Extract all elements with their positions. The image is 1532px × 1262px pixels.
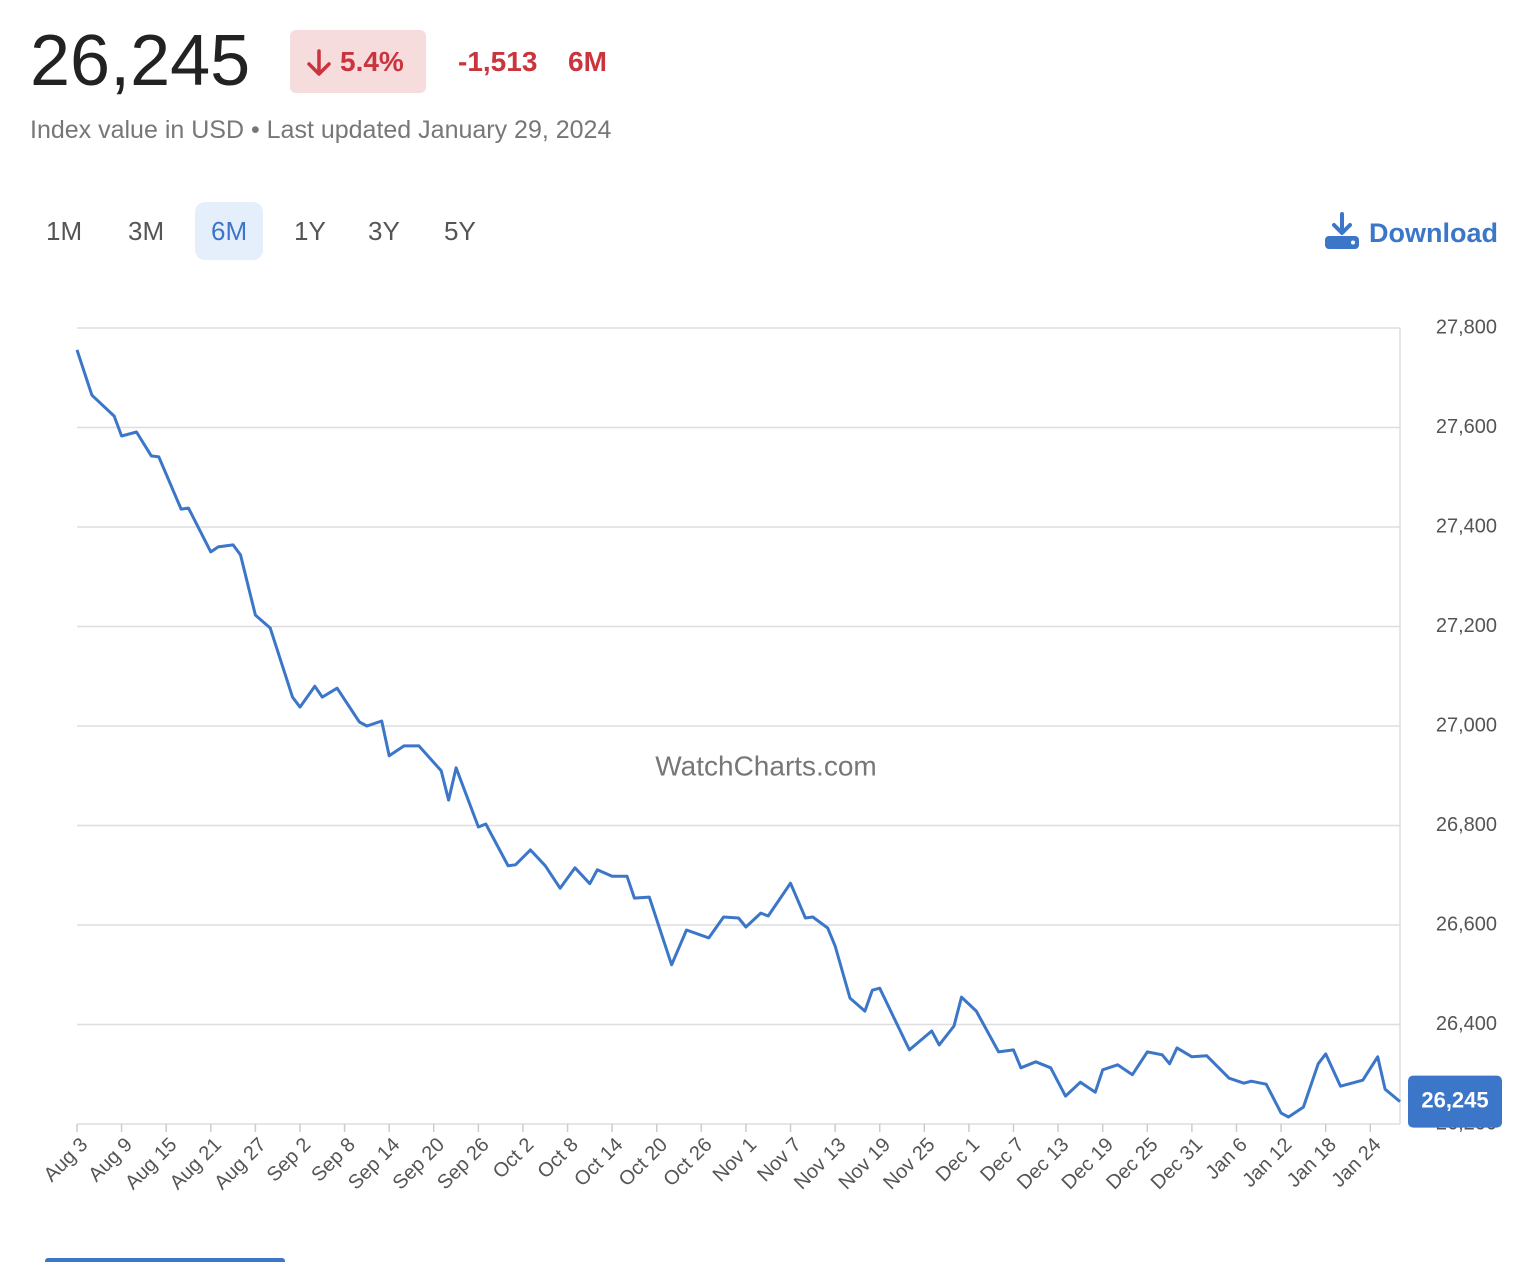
- y-tick-label: 27,600: [1436, 416, 1497, 438]
- last-value-tag: [1408, 1075, 1502, 1128]
- y-tick-label: 27,800: [1436, 316, 1497, 338]
- download-icon: [1325, 212, 1359, 249]
- y-tick-label: 27,400: [1436, 515, 1497, 537]
- range-button[interactable]: 1Y: [294, 216, 326, 246]
- y-tick-label: 26,800: [1436, 814, 1497, 836]
- change-amount: -1,513: [458, 46, 538, 77]
- x-tick-label: Sep 2: [263, 1134, 316, 1187]
- range-button[interactable]: 5Y: [444, 216, 476, 246]
- download-label[interactable]: Download: [1369, 218, 1498, 248]
- x-tick-label: Jan 18: [1283, 1134, 1341, 1192]
- last-value-label: 26,245: [1421, 1087, 1488, 1112]
- index-value: 26,245: [30, 21, 251, 101]
- x-tick-label: Jan 12: [1238, 1134, 1296, 1192]
- range-button[interactable]: 1M: [46, 216, 83, 246]
- down-arrow-icon: [307, 49, 331, 76]
- price-line: [75, 349, 1401, 1119]
- change-period: 6M: [568, 46, 607, 77]
- x-tick-label: Oct 26: [659, 1134, 716, 1191]
- x-tick-label: Dec 1: [932, 1134, 985, 1187]
- x-tick-label: Oct 20: [615, 1134, 672, 1191]
- x-tick-label: Jan 24: [1328, 1134, 1386, 1192]
- x-tick-label: Nov 1: [709, 1134, 762, 1187]
- watermark: WatchCharts.com: [655, 750, 876, 781]
- y-tick-label: 27,000: [1436, 714, 1497, 736]
- x-tick-label: Aug 3: [40, 1134, 93, 1187]
- range-button[interactable]: 6M: [195, 202, 264, 260]
- range-button[interactable]: 3M: [128, 216, 165, 246]
- subtitle: Index value in USD • Last updated Januar…: [30, 116, 612, 144]
- y-tick-label: 27,200: [1436, 615, 1497, 637]
- range-button[interactable]: 3Y: [368, 216, 400, 246]
- bottom-tab: [45, 1258, 285, 1262]
- change-badge: 5.4%: [290, 30, 426, 93]
- x-tick-label: Oct 14: [570, 1134, 627, 1191]
- y-tick-label: 26,600: [1436, 913, 1497, 935]
- change-percent: 5.4%: [340, 46, 404, 77]
- x-tick-label: Oct 2: [489, 1134, 538, 1183]
- y-tick-label: 26,400: [1436, 1013, 1497, 1035]
